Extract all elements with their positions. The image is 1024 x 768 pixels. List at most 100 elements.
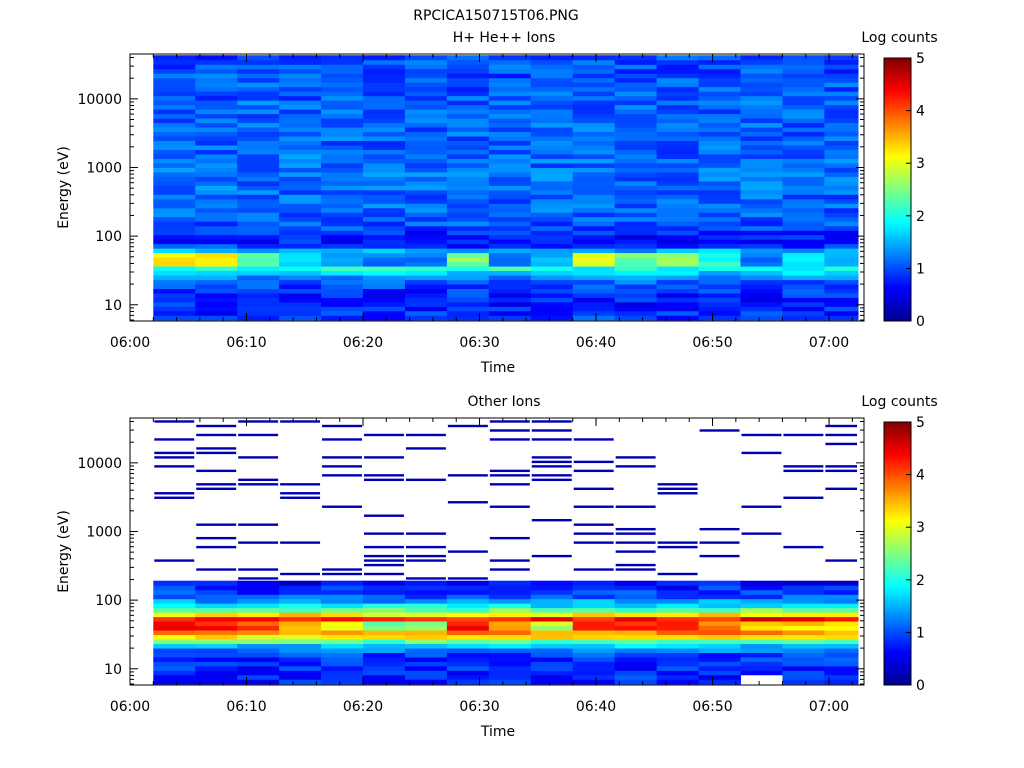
x-tick-label: 06:30 [459,699,499,715]
heatmap-cell [824,634,859,640]
heatmap-cell [656,171,700,177]
heatmap-cell [614,589,658,595]
heatmap-cell [153,607,196,613]
heatmap-cell [280,541,321,544]
heatmap-cell [488,661,532,667]
heatmap-cell [614,171,658,177]
heatmap-cell [153,82,196,88]
heatmap-cell [237,607,280,613]
heatmap-cell [782,665,825,671]
heatmap-cell [195,203,238,209]
heatmap-cell [782,292,825,298]
heatmap-cell [572,661,616,667]
heatmap-cell [363,257,406,263]
heatmap-cell [698,59,742,65]
heatmap-cell [321,176,364,182]
heatmap-cell [656,674,700,680]
heatmap-cell [782,616,825,622]
heatmap-cell [321,679,364,685]
heatmap-cell [279,297,322,303]
heatmap-cell [824,288,859,294]
heatmap-cell [195,248,238,254]
heatmap-cell [446,284,490,290]
heatmap-cell [153,95,196,101]
heatmap-cell [572,594,616,600]
heatmap-cell [195,180,238,186]
heatmap-cell [321,59,364,65]
x-tick-label: 06:50 [692,699,732,715]
heatmap-cell [614,243,658,249]
heatmap-cell [572,639,616,645]
heatmap-cell [572,616,616,622]
heatmap-cell [446,127,490,133]
heatmap-cell [614,91,658,97]
heatmap-cell [572,221,616,227]
heatmap-cell [698,297,742,303]
heatmap-cell [824,598,859,604]
heatmap-cell [656,279,700,285]
heatmap-cell [279,140,322,146]
heatmap-cell [321,643,364,649]
heatmap-cell [363,594,406,600]
heatmap-cell [237,261,280,267]
heatmap-cell [363,230,406,236]
heatmap-cell [153,171,196,177]
colorbar-tick-label: 0 [916,314,925,330]
heatmap-cell [614,643,658,649]
heatmap-cell [363,603,406,609]
heatmap-cell [488,136,532,141]
heatmap-cell [572,189,616,195]
heatmap-cell [238,568,279,571]
heatmap-cell [614,64,658,70]
heatmap-cell [572,216,616,222]
heatmap-cell [363,625,406,631]
heatmap-cell [279,149,322,155]
heatmap-cell [656,158,700,164]
heatmap-cell [614,621,658,627]
heatmap-cell [404,621,448,627]
heatmap-cell [782,594,825,600]
heatmap-cell [488,59,532,65]
heatmap-cell [782,275,825,281]
heatmap-cell [614,239,658,245]
heatmap-cell [404,674,448,680]
heatmap-cell [237,674,280,680]
heatmap-cell [363,59,406,65]
heatmap-cell [404,91,448,97]
heatmap-cell [363,616,406,622]
heatmap-cell [782,679,825,685]
heatmap-cell [740,580,783,586]
heatmap-cell [572,82,616,88]
heatmap-cell [614,594,658,600]
heatmap-cell [195,297,238,303]
heatmap-cell [572,679,616,685]
heatmap-cell [321,100,364,106]
heatmap-cell [782,248,825,254]
heatmap-cell [237,59,280,65]
heatmap-cell [153,216,196,222]
heatmap-cell [740,127,783,133]
heatmap-cell [279,652,322,658]
heatmap-cell [446,621,490,627]
heatmap-cell [321,585,364,591]
heatmap-cell [321,73,364,79]
heatmap-cell [488,665,532,671]
heatmap-cell [656,310,700,316]
heatmap-cell [530,221,574,227]
heatmap-cell [488,158,532,164]
heatmap-cell [404,665,448,671]
heatmap-cell [699,541,740,544]
heatmap-cell [195,68,238,74]
heatmap-cell [404,580,448,586]
heatmap-cell [530,162,574,168]
heatmap-cell [279,288,322,294]
heatmap-cell [153,603,196,609]
heatmap-cell [153,248,196,254]
heatmap-cell [488,589,532,595]
heatmap-cell [824,122,859,128]
heatmap-cell [446,86,490,92]
heatmap-cell [656,86,700,92]
heatmap-cell [488,652,532,658]
heatmap-cell [740,171,783,177]
